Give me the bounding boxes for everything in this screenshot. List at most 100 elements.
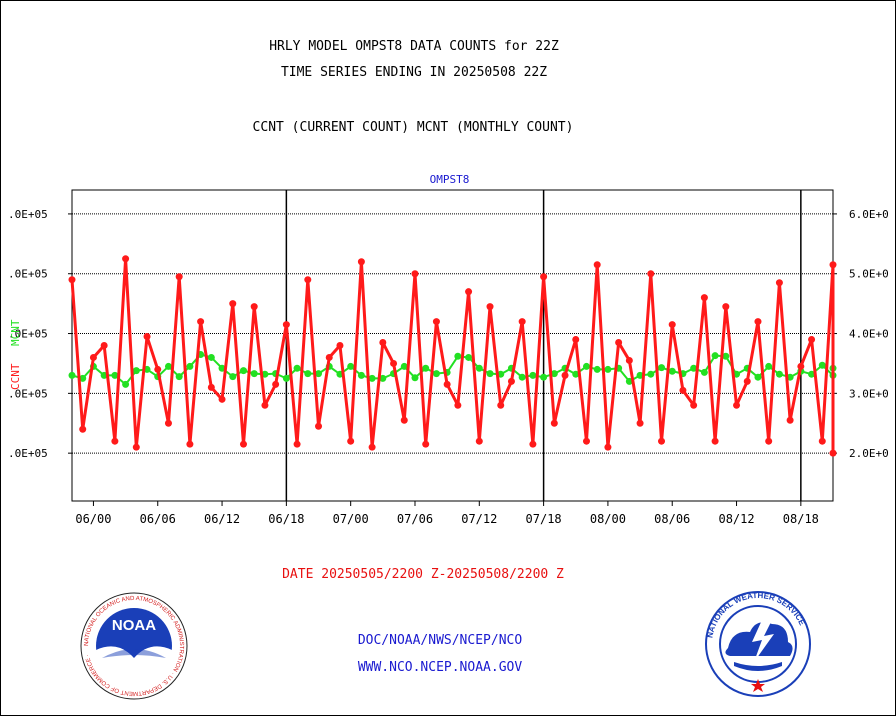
data-point-ccnt xyxy=(593,261,601,269)
footer-agency-path: DOC/NOAA/NWS/NCEP/NCO xyxy=(357,633,523,648)
data-point-ccnt xyxy=(282,321,290,329)
data-point-ccnt xyxy=(68,276,76,284)
chart-title-line-2: TIME SERIES ENDING IN 20250508 22Z xyxy=(280,65,548,80)
data-point-mcnt xyxy=(164,362,172,370)
data-point-mcnt xyxy=(604,365,612,373)
data-point-mcnt xyxy=(518,373,526,381)
data-point-ccnt xyxy=(347,437,355,445)
noaa-logo-label: NOAA xyxy=(112,617,156,634)
chart-title-line-3: CCNT (CURRENT COUNT) MCNT (MONTHLY COUNT… xyxy=(252,120,574,135)
y-axis-label-ccnt: CCNT xyxy=(9,363,22,390)
y-tick-label-right: 4.0E+0 xyxy=(849,328,889,341)
data-point-ccnt xyxy=(390,359,398,367)
data-point-mcnt xyxy=(411,374,419,382)
data-point-mcnt xyxy=(818,361,826,369)
data-point-mcnt xyxy=(593,365,601,373)
data-point-ccnt xyxy=(154,365,162,373)
data-point-mcnt xyxy=(282,374,290,382)
y-axis-label-mcnt: MCNT xyxy=(9,319,22,346)
data-point-ccnt xyxy=(722,303,730,311)
data-point-ccnt xyxy=(625,356,633,364)
x-tick-label: 07/12 xyxy=(461,512,497,526)
data-point-mcnt xyxy=(218,364,226,372)
data-point-ccnt xyxy=(400,416,408,424)
data-point-ccnt xyxy=(239,440,247,448)
data-point-mcnt xyxy=(465,353,473,361)
data-point-ccnt xyxy=(422,440,430,448)
data-point-ccnt xyxy=(207,383,215,391)
data-point-mcnt xyxy=(572,370,580,378)
data-point-ccnt xyxy=(754,318,762,326)
y-tick-label-left: .0E+05 xyxy=(8,328,48,341)
data-point-ccnt xyxy=(89,353,97,361)
data-point-ccnt xyxy=(229,300,237,308)
data-point-ccnt xyxy=(218,395,226,403)
data-point-mcnt xyxy=(304,370,312,378)
data-point-ccnt xyxy=(829,261,837,269)
data-point-mcnt xyxy=(647,370,655,378)
data-point-mcnt xyxy=(175,373,183,381)
data-point-ccnt xyxy=(357,258,365,266)
data-point-ccnt xyxy=(250,303,258,311)
data-point-ccnt xyxy=(690,401,698,409)
y-tick-label-right: 2.0E+0 xyxy=(849,447,889,460)
data-point-mcnt xyxy=(722,352,730,360)
data-point-mcnt xyxy=(529,371,537,379)
x-axis-label: DATE 20250505/2200 Z-20250508/2200 Z xyxy=(282,567,564,582)
data-point-ccnt xyxy=(197,318,205,326)
y-tick-label-left: .0E+05 xyxy=(8,208,48,221)
data-point-ccnt xyxy=(122,255,130,263)
data-point-ccnt xyxy=(518,318,526,326)
data-point-ccnt xyxy=(711,437,719,445)
plot-title: OMPST8 xyxy=(430,173,470,186)
data-point-ccnt xyxy=(647,270,655,278)
nws-logo-icon: NATIONAL WEATHER SERVICE xyxy=(705,591,811,697)
x-tick-label: 07/18 xyxy=(526,512,562,526)
data-point-mcnt xyxy=(239,367,247,375)
data-point-mcnt xyxy=(636,371,644,379)
data-point-ccnt xyxy=(818,437,826,445)
x-tick-label: 08/06 xyxy=(654,512,690,526)
data-point-mcnt xyxy=(379,374,387,382)
data-point-ccnt xyxy=(668,321,676,329)
data-point-ccnt xyxy=(529,440,537,448)
footer-website[interactable]: WWW.NCO.NCEP.NOAA.GOV xyxy=(357,660,523,675)
x-tick-label: 07/00 xyxy=(333,512,369,526)
data-point-ccnt xyxy=(368,443,376,451)
data-point-mcnt xyxy=(79,374,87,382)
data-point-ccnt xyxy=(261,401,269,409)
data-point-ccnt xyxy=(658,437,666,445)
data-point-mcnt xyxy=(207,353,215,361)
data-point-ccnt xyxy=(336,342,344,349)
data-point-ccnt xyxy=(540,273,548,281)
data-point-ccnt xyxy=(475,437,483,445)
plot-area-frame xyxy=(71,189,834,502)
data-point-ccnt xyxy=(79,425,87,433)
data-point-ccnt xyxy=(315,422,323,430)
data-point-mcnt xyxy=(229,373,237,381)
x-tick-label: 08/00 xyxy=(590,512,626,526)
data-point-ccnt xyxy=(797,362,805,370)
data-point-ccnt xyxy=(465,288,473,296)
data-point-ccnt xyxy=(561,371,569,379)
data-point-ccnt xyxy=(775,279,783,287)
data-point-mcnt xyxy=(700,368,708,376)
data-point-mcnt xyxy=(690,364,698,372)
data-point-ccnt xyxy=(111,437,119,445)
y-tick-label-left: .0E+05 xyxy=(8,447,48,460)
data-point-mcnt xyxy=(132,367,140,375)
data-point-ccnt xyxy=(604,443,612,451)
data-point-ccnt xyxy=(808,336,816,344)
data-point-mcnt xyxy=(250,370,258,378)
data-point-mcnt xyxy=(486,370,494,378)
x-tick-label: 08/12 xyxy=(718,512,754,526)
data-point-mcnt xyxy=(368,374,376,382)
y-tick-label-right: 6.0E+0 xyxy=(849,208,889,221)
data-point-ccnt xyxy=(572,336,580,344)
data-point-mcnt xyxy=(808,370,816,378)
data-point-ccnt xyxy=(454,401,462,409)
data-point-mcnt xyxy=(432,370,440,378)
x-tick-label: 06/06 xyxy=(140,512,176,526)
data-point-ccnt xyxy=(164,419,172,427)
data-point-ccnt xyxy=(304,276,312,284)
